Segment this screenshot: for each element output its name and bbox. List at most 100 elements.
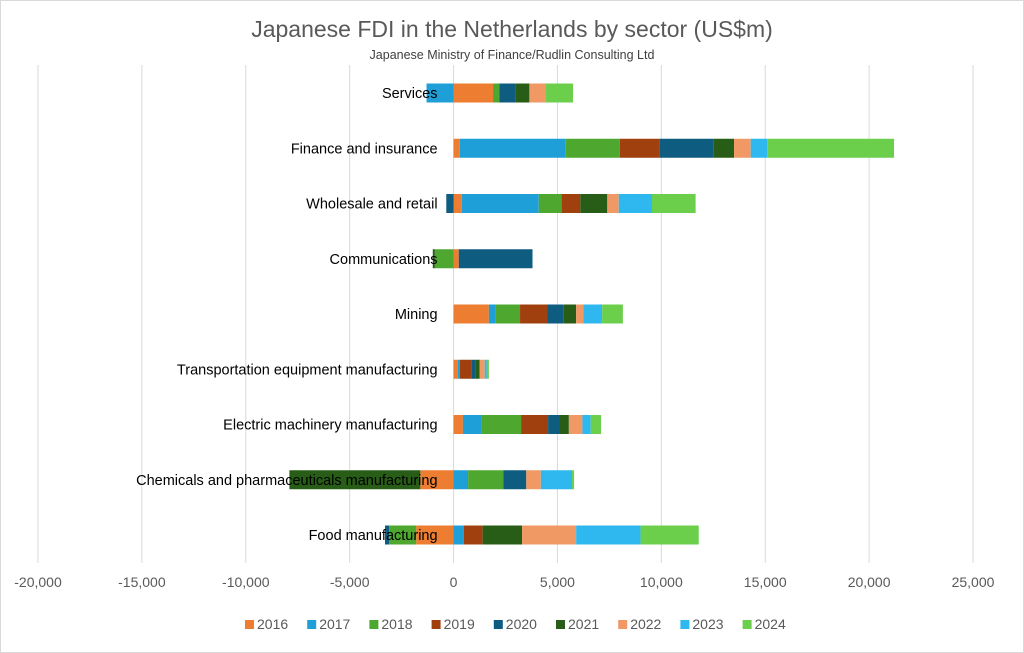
bar-electric-machinery-manufacturing-2023 [582,415,591,434]
legend-swatch-2019 [431,620,441,629]
x-tick-label: -15,000 [118,574,166,590]
bar-finance-and-insurance-2019 [619,138,660,158]
bar-wholesale-and-retail-2022 [607,194,619,213]
bar-mining-2023 [583,304,603,324]
bar-electric-machinery-manufacturing-2022 [568,415,583,434]
bar-electric-machinery-manufacturing-2020 [548,415,560,434]
bar-finance-and-insurance-2020 [659,138,714,158]
x-tick-label: 10,000 [640,574,683,590]
legend-label-2022: 2022 [630,616,661,632]
bar-finance-and-insurance-2017 [459,138,566,158]
x-tick-label: -20,000 [14,574,62,590]
bar-chemicals-and-pharmaceuticals-manufacturing-2023 [540,470,572,490]
bar-electric-machinery-manufacturing-2017 [462,415,482,434]
bar-transportation-equipment-manufacturing-2023 [484,359,487,379]
bar-mining-2022 [576,304,584,324]
bar-food-manufacturing-2020 [384,525,390,545]
bar-food-manufacturing-2018 [389,525,417,545]
bar-electric-machinery-manufacturing-2016 [453,415,463,434]
category-label: Chemicals and pharmaceuticals manufactur… [136,473,437,489]
bar-chemicals-and-pharmaceuticals-manufacturing-2024 [571,470,575,490]
legend-swatch-2024 [742,620,752,629]
category-label: Finance and insurance [291,141,438,157]
bar-transportation-equipment-manufacturing-2016 [453,359,458,379]
bar-transportation-equipment-manufacturing-2019 [459,359,472,379]
bar-transportation-equipment-manufacturing-2024 [486,359,489,379]
legend-label-2020: 2020 [506,616,537,632]
bar-services-2020 [499,83,516,103]
bar-transportation-equipment-manufacturing-2020 [471,359,476,379]
bar-wholesale-and-retail-2023 [618,194,652,213]
bars [289,83,895,545]
bar-finance-and-insurance-2022 [734,138,751,158]
bar-food-manufacturing-2021 [482,525,523,545]
bar-finance-and-insurance-2016 [453,138,460,158]
bar-transportation-equipment-manufacturing-2017 [457,359,460,379]
legend-swatch-2018 [369,620,379,629]
legend-swatch-2022 [618,620,628,629]
bar-wholesale-and-retail-2020 [446,194,454,213]
legend-label-2017: 2017 [319,616,350,632]
category-label: Mining [395,307,438,323]
bar-electric-machinery-manufacturing-2021 [559,415,569,434]
bar-food-manufacturing-2017 [453,525,464,545]
category-labels: Services Finance and insurance Wholesale a… [136,86,437,544]
legend-label-2024: 2024 [755,616,786,632]
bar-wholesale-and-retail-2019 [561,194,581,213]
x-tick-label: -10,000 [222,574,270,590]
bar-electric-machinery-manufacturing-2018 [481,415,522,434]
bar-transportation-equipment-manufacturing-2021 [475,359,480,379]
bar-services-2024 [546,83,574,103]
bar-mining-2021 [563,304,577,324]
bar-mining-2016 [453,304,489,324]
x-tick-label: 15,000 [744,574,787,590]
bar-chemicals-and-pharmaceuticals-manufacturing-2022 [526,470,541,490]
bar-services-2022 [529,83,547,103]
bar-mining-2018 [495,304,521,324]
bar-chemicals-and-pharmaceuticals-manufacturing-2020 [503,470,527,490]
legend-label-2019: 2019 [444,616,475,632]
bar-wholesale-and-retail-2024 [651,194,696,213]
legend-label-2018: 2018 [381,616,412,632]
category-label: Services [382,86,438,102]
bar-communications-2021 [432,249,435,269]
x-tick-labels: -20,000 -15,000 -10,000 -5,000 0 5,000 10,000 1… [14,574,994,590]
category-label: Electric machinery manufacturing [223,418,437,434]
bar-chemicals-and-pharmaceuticals-manufacturing-2018 [468,470,504,490]
bar-food-manufacturing-2024 [640,525,699,545]
chart-title: Japanese FDI in the Netherlands by secto… [251,16,773,42]
bar-mining-2020 [547,304,564,324]
legend-swatch-2016 [245,620,254,629]
bar-mining-2017 [488,304,496,324]
bar-finance-and-insurance-2021 [713,138,735,158]
bar-chemicals-and-pharmaceuticals-manufacturing-2016 [420,470,454,490]
bar-communications-2016 [453,249,459,269]
bar-finance-and-insurance-2024 [767,138,895,158]
bar-chemicals-and-pharmaceuticals-manufacturing-2017 [453,470,469,490]
bar-services-2021 [515,83,530,103]
legend-label-2021: 2021 [568,616,599,632]
bar-food-manufacturing-2016 [416,525,454,545]
bar-wholesale-and-retail-2018 [538,194,562,213]
x-tick-label: -5,000 [330,574,370,590]
bar-food-manufacturing-2019 [463,525,483,545]
bar-wholesale-and-retail-2021 [580,194,608,213]
bar-electric-machinery-manufacturing-2019 [521,415,549,434]
chart-subtitle: Japanese Ministry of Finance/Rudlin Cons… [369,48,655,62]
category-label: Transportation equipment manufacturing [177,362,438,378]
bar-communications-2018 [434,249,454,269]
bar-services-2016 [453,83,494,103]
bar-wholesale-and-retail-2016 [453,194,462,213]
x-tick-label: 20,000 [848,574,891,590]
bar-finance-and-insurance-2018 [565,138,620,158]
legend: 2016 2017 2018 2019 2020 2021 2022 2023 2024 [245,616,786,632]
bar-mining-2024 [602,304,623,324]
bar-services-2017 [426,83,454,103]
legend-swatch-2023 [680,620,690,629]
legend-label-2023: 2023 [692,616,723,632]
bar-chemicals-and-pharmaceuticals-manufacturing-2021 [289,470,421,490]
legend-label-2016: 2016 [257,616,288,632]
bar-finance-and-insurance-2023 [750,138,768,158]
bar-food-manufacturing-2022 [522,525,577,545]
